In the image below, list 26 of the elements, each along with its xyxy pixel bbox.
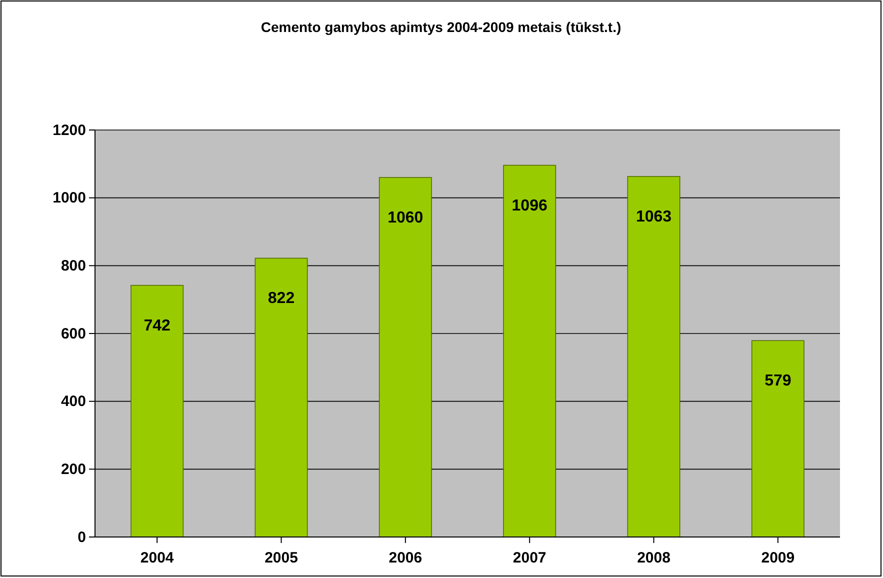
x-tick-label: 2006 — [388, 550, 422, 566]
bar — [751, 340, 804, 538]
x-tick-label: 2004 — [140, 550, 174, 566]
y-tick-label: 600 — [60, 325, 86, 342]
x-tick-label: 2009 — [761, 550, 795, 566]
x-tick-label: 2005 — [264, 550, 298, 566]
x-tick-label: 2008 — [637, 550, 670, 566]
bar — [627, 176, 680, 538]
data-label: 1096 — [512, 197, 548, 214]
y-tick-label: 1200 — [52, 122, 86, 139]
data-label: 822 — [268, 290, 295, 308]
chart-title: Cemento gamybos apimtys 2004-2009 metais (tūkst.t.) — [260, 19, 622, 35]
y-tick-label: 200 — [60, 460, 86, 478]
data-label: 1060 — [388, 209, 424, 226]
bar — [254, 258, 308, 538]
y-tick-label: 400 — [60, 393, 86, 410]
x-tick-label: 2007 — [512, 550, 546, 566]
bar — [130, 284, 184, 538]
data-label: 1063 — [636, 208, 672, 226]
y-tick-label: 1000 — [52, 190, 86, 207]
bar — [503, 164, 556, 538]
data-label: 579 — [764, 372, 792, 390]
y-tick-label: 800 — [60, 257, 86, 274]
bar — [378, 177, 432, 538]
data-label: 742 — [144, 317, 171, 334]
y-tick-label: 0 — [78, 528, 86, 546]
